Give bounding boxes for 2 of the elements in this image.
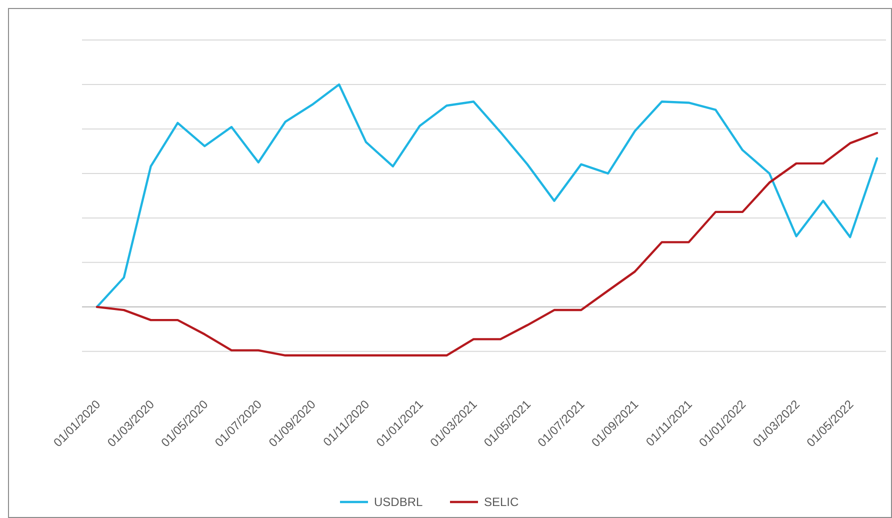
legend-label: SELIC bbox=[484, 495, 520, 509]
legend-label: USDBRL bbox=[374, 495, 424, 509]
